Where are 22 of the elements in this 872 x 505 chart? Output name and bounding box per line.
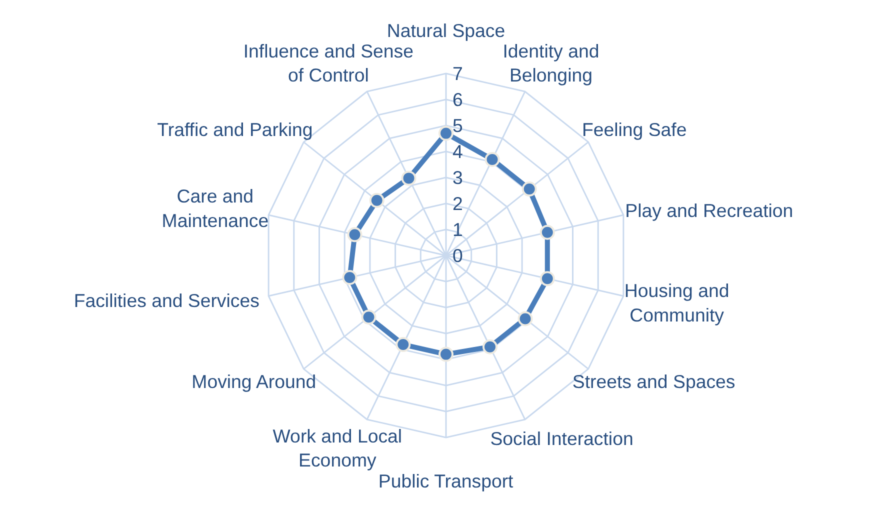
spoke-label: Feeling Safe [582,119,687,140]
y-tick-label: 5 [452,115,463,136]
y-tick-label: 1 [452,219,463,240]
spoke-label: Streets and Spaces [572,370,736,392]
spoke-label: Work and Local Economy [272,425,402,471]
spoke-label: Social Interaction [490,428,634,449]
y-tick-label: 3 [452,167,463,188]
spoke-label: Facilities and Services [74,290,260,311]
spoke-label: Care and Maintenance [162,186,269,231]
y-tick-label: 4 [452,141,463,162]
y-tick-label: 2 [452,193,463,214]
spoke-label: Natural Space [386,20,506,41]
spoke-label: Influence and Sense of Control [243,40,414,86]
y-tick-label: 0 [452,245,463,266]
spoke-label: Moving Around [192,370,316,392]
y-tick-label: 6 [452,89,463,110]
y-tick-label: 7 [452,63,463,84]
spoke-label: Housing and Community [624,280,730,326]
spoke-label: Traffic and Parking [157,119,313,140]
spoke-label: Public Transport [378,470,514,492]
spoke-label: Play and Recreation [625,200,794,222]
spoke-label: Identity and Belonging [502,40,600,86]
